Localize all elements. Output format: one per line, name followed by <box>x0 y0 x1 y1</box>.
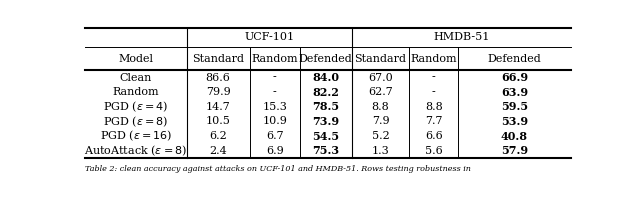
Text: -: - <box>273 72 276 83</box>
Text: 82.2: 82.2 <box>312 87 339 98</box>
Text: Random: Random <box>113 87 159 97</box>
Text: 1.3: 1.3 <box>372 146 390 156</box>
Text: Random: Random <box>252 54 298 64</box>
Text: 79.9: 79.9 <box>206 87 230 97</box>
Text: 6.9: 6.9 <box>266 146 284 156</box>
Text: 7.9: 7.9 <box>372 116 389 126</box>
Text: Model: Model <box>118 54 154 64</box>
Text: HMDB-51: HMDB-51 <box>433 32 490 43</box>
Text: 63.9: 63.9 <box>501 87 528 98</box>
Text: 6.7: 6.7 <box>266 131 284 141</box>
Text: 67.0: 67.0 <box>368 72 393 83</box>
Text: Random: Random <box>410 54 457 64</box>
Text: AutoAttack ($\epsilon = 8$): AutoAttack ($\epsilon = 8$) <box>84 143 188 158</box>
Text: Defended: Defended <box>488 54 541 64</box>
Text: 2.4: 2.4 <box>209 146 227 156</box>
Text: 73.9: 73.9 <box>312 116 339 127</box>
Text: 6.2: 6.2 <box>209 131 227 141</box>
Text: Table 2: clean accuracy against attacks on UCF-101 and HMDB-51. Rows testing rob: Table 2: clean accuracy against attacks … <box>85 165 471 173</box>
Text: 8.8: 8.8 <box>425 102 442 112</box>
Text: 15.3: 15.3 <box>262 102 287 112</box>
Text: Clean: Clean <box>120 72 152 83</box>
Text: Standard: Standard <box>192 54 244 64</box>
Text: 10.5: 10.5 <box>205 116 230 126</box>
Text: 84.0: 84.0 <box>312 72 339 83</box>
Text: 59.5: 59.5 <box>501 101 528 112</box>
Text: 62.7: 62.7 <box>368 87 393 97</box>
Text: 40.8: 40.8 <box>501 130 528 142</box>
Text: 5.6: 5.6 <box>425 146 442 156</box>
Text: PGD ($\epsilon = 8$): PGD ($\epsilon = 8$) <box>103 114 168 129</box>
Text: 8.8: 8.8 <box>372 102 390 112</box>
Text: PGD ($\epsilon = 4$): PGD ($\epsilon = 4$) <box>103 100 168 114</box>
Text: UCF-101: UCF-101 <box>244 32 294 43</box>
Text: 14.7: 14.7 <box>206 102 230 112</box>
Text: 75.3: 75.3 <box>312 145 339 156</box>
Text: 6.6: 6.6 <box>425 131 442 141</box>
Text: 53.9: 53.9 <box>501 116 528 127</box>
Text: -: - <box>432 72 436 83</box>
Text: -: - <box>432 87 436 97</box>
Text: 54.5: 54.5 <box>312 130 339 142</box>
Text: 10.9: 10.9 <box>262 116 287 126</box>
Text: Standard: Standard <box>355 54 406 64</box>
Text: 57.9: 57.9 <box>501 145 528 156</box>
Text: 78.5: 78.5 <box>312 101 339 112</box>
Text: Defended: Defended <box>299 54 353 64</box>
Text: 7.7: 7.7 <box>425 116 442 126</box>
Text: PGD ($\epsilon = 16$): PGD ($\epsilon = 16$) <box>100 129 172 143</box>
Text: 86.6: 86.6 <box>205 72 230 83</box>
Text: -: - <box>273 87 276 97</box>
Text: 5.2: 5.2 <box>372 131 390 141</box>
Text: 66.9: 66.9 <box>501 72 528 83</box>
